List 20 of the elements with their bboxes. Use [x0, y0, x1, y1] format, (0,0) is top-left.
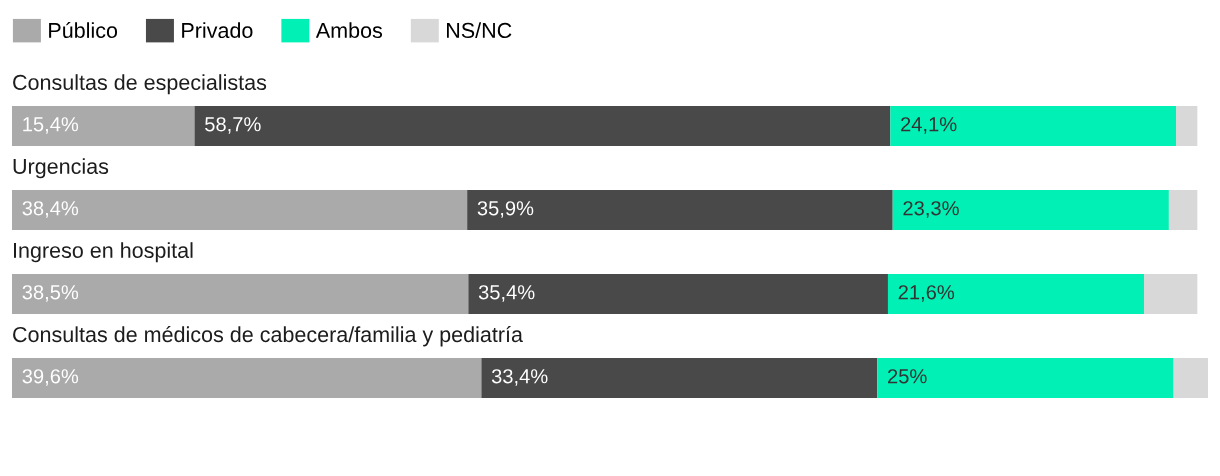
- data-label: 23,3%: [903, 201, 959, 218]
- data-label: 39,6%: [22, 369, 79, 386]
- legend-label: Ambos: [315, 22, 383, 39]
- y-tick-label: Ingreso en hospital: [13, 242, 193, 263]
- data-label: 21,6%: [898, 285, 955, 302]
- legend-label: Privado: [182, 22, 253, 39]
- data-label: 38,5%: [22, 285, 79, 302]
- data-label: 33,4%: [491, 369, 548, 386]
- y-tick-label: Consultas de médicos de cabecera/familia y pediatría: [13, 326, 523, 347]
- data-label: 38,4%: [22, 201, 79, 218]
- data-label: 15,4%: [23, 117, 79, 134]
- y-tick-label: Urgencias: [13, 158, 109, 179]
- data-label: 24,1%: [901, 117, 957, 134]
- y-tick-label: Consultas de especialistas: [13, 74, 267, 95]
- legend-label: Público: [49, 22, 118, 39]
- legend-label: NS/NC: [447, 22, 512, 39]
- data-label: 35,4%: [478, 285, 535, 302]
- data-label: 58,7%: [205, 117, 261, 134]
- data-label: 35,9%: [477, 201, 534, 218]
- data-label: 25%: [888, 369, 927, 384]
